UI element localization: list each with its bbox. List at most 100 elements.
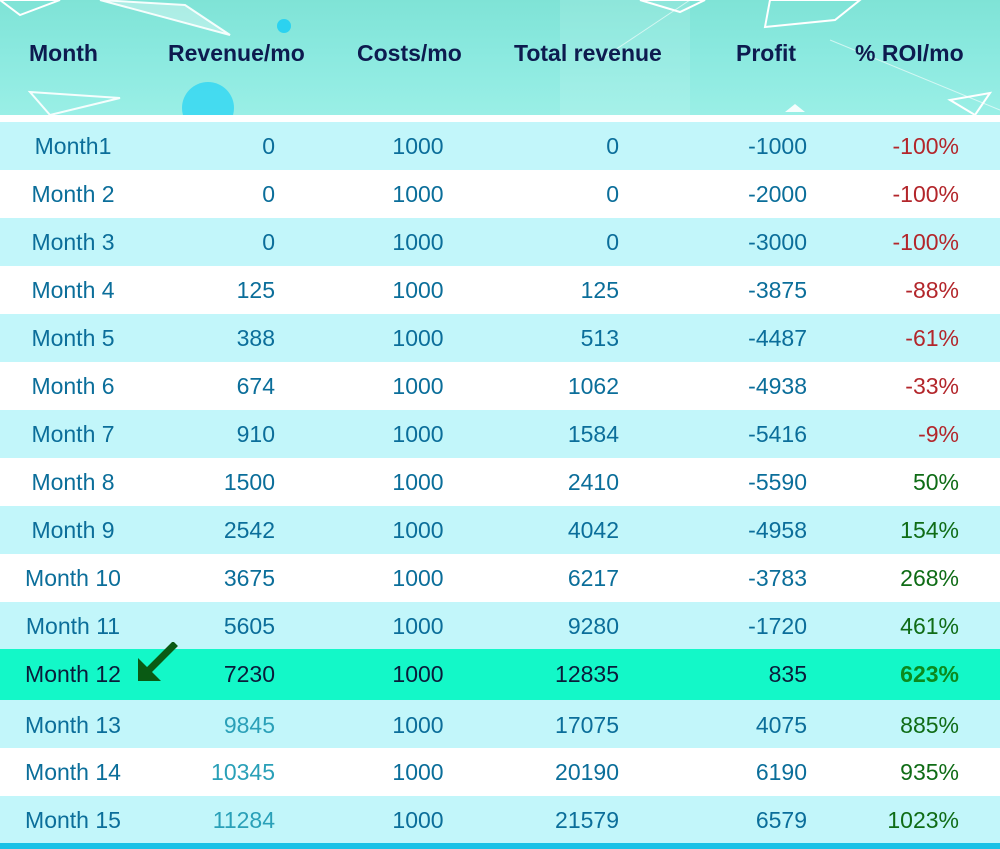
cell-revenue: 10345 [211,758,275,785]
cell-month: Month 7 [31,420,115,447]
table-row: Month 11 5605 1000 9280 -1720 461% [0,602,1000,650]
cell-roi: 885% [900,711,959,738]
cell-roi: -100% [892,132,959,159]
cell-revenue: 3675 [223,564,275,591]
cell-revenue: 2542 [223,516,275,543]
cell-roi: 461% [900,612,959,639]
table-row: Month 15 11284 1000 21579 6579 1023% [0,796,1000,844]
cell-roi: 50% [912,468,959,495]
cell-revenue: 9845 [223,711,275,738]
cell-costs: 1000 [392,324,444,351]
cell-roi: 1023% [887,806,959,833]
cell-month: Month 12 [25,661,121,687]
cell-revenue: 910 [236,420,275,447]
arrow-down-left-icon [138,642,178,681]
table-row: Month 3 0 1000 0 -3000 -100% [0,218,1000,266]
table-row: Month 6 674 1000 1062 -4938 -33% [0,362,1000,410]
cell-profit: -4958 [748,516,807,543]
cell-month: Month 13 [25,711,121,738]
cell-month: Month1 [34,132,112,159]
cell-month: Month 9 [31,516,115,543]
cell-costs: 1000 [392,228,444,255]
cell-costs: 1000 [392,564,444,591]
table-row: Month 10 3675 1000 6217 -3783 268% [0,554,1000,602]
cell-revenue: 125 [236,276,275,303]
cell-roi: -100% [892,228,959,255]
cell-costs: 1000 [392,132,444,159]
cell-profit: -2000 [748,180,807,207]
table-row: Month 5 388 1000 513 -4487 -61% [0,314,1000,362]
cell-profit: -1720 [748,612,807,639]
cell-total-revenue: 4042 [567,516,619,543]
cell-profit: -3783 [748,564,807,591]
cell-costs: 1000 [392,420,444,447]
header-revenue: Revenue/mo [168,40,305,66]
cell-profit: 4075 [755,711,807,738]
header-profit: Profit [736,40,797,66]
cell-profit: -1000 [748,132,807,159]
cell-total-revenue: 2410 [567,468,619,495]
cell-costs: 1000 [392,180,444,207]
cell-total-revenue: 17075 [555,711,619,738]
cell-total-revenue: 0 [606,180,619,207]
table-row: Month 14 10345 1000 20190 6190 935% [0,748,1000,796]
cell-costs: 1000 [392,661,444,687]
cell-revenue: 674 [236,372,275,399]
cell-total-revenue: 513 [580,324,619,351]
table-row: Month 4 125 1000 125 -3875 -88% [0,266,1000,314]
header-month: Month [29,40,98,66]
cell-profit: -4487 [748,324,807,351]
cell-profit: 6579 [755,806,807,833]
cell-month: Month 11 [25,612,121,639]
cell-month: Month 5 [31,324,115,351]
cell-roi: 154% [900,516,959,543]
table-row: Month 13 9845 1000 17075 4075 885% [0,700,1000,750]
cell-costs: 1000 [392,806,444,833]
cell-costs: 1000 [392,516,444,543]
cell-month: Month 10 [25,564,121,591]
cell-profit: -3875 [748,276,807,303]
cell-profit: -5416 [748,420,807,447]
cell-roi: -9% [918,420,959,447]
cell-costs: 1000 [392,758,444,785]
cell-profit: -5590 [748,468,807,495]
cell-month: Month 6 [31,372,115,399]
cell-total-revenue: 0 [606,228,619,255]
cell-month: Month 4 [31,276,115,303]
header-roi: % ROI/mo [855,40,964,66]
table-row: Month 8 1500 1000 2410 -5590 50% [0,458,1000,506]
cell-roi: 268% [900,564,959,591]
cell-total-revenue: 125 [580,276,619,303]
cell-roi: -100% [892,180,959,207]
cell-revenue: 0 [262,180,275,207]
cell-month: Month 15 [25,806,121,833]
cell-costs: 1000 [392,612,444,639]
cell-costs: 1000 [392,372,444,399]
cell-revenue: 11284 [212,806,275,833]
cell-month: Month 2 [31,180,115,207]
cell-total-revenue: 12835 [555,661,619,687]
table-header: Month Revenue/mo Costs/mo Total revenue … [0,0,1000,115]
cell-total-revenue: 20190 [555,758,619,785]
cell-profit: -3000 [748,228,807,255]
table-row: Month 12 7230 1000 12835 835 623% [0,649,1000,700]
cell-revenue: 5605 [223,612,275,639]
cell-revenue: 388 [236,324,275,351]
cell-month: Month 14 [25,758,121,785]
cell-roi: 623% [900,661,959,687]
cell-total-revenue: 1062 [567,372,619,399]
cell-revenue: 0 [262,228,275,255]
bottom-accent-line [0,843,1000,849]
cell-roi: 935% [900,758,959,785]
cell-total-revenue: 0 [606,132,619,159]
table-row: Month 2 0 1000 0 -2000 -100% [0,170,1000,218]
header-total-revenue: Total revenue [514,40,662,66]
cell-month: Month 3 [31,228,115,255]
cell-profit: 6190 [755,758,807,785]
cell-costs: 1000 [392,468,444,495]
cell-roi: -61% [905,324,959,351]
header-decoration [0,0,1000,115]
cell-roi: -33% [905,372,959,399]
cell-profit: 835 [768,661,807,687]
